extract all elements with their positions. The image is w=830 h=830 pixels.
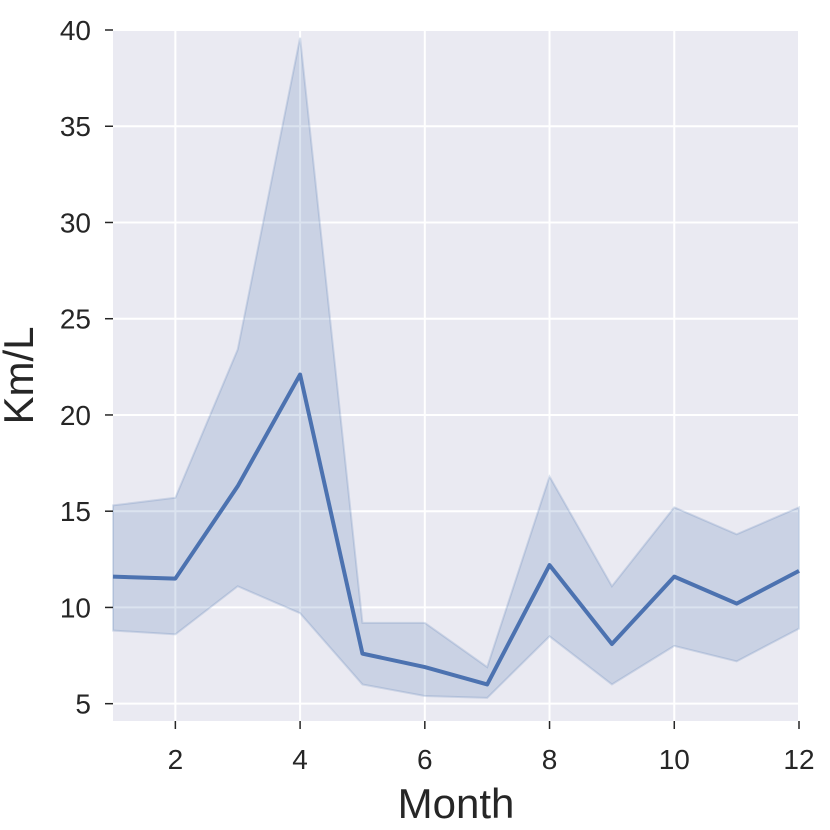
x-tick-label: 12 — [783, 744, 814, 775]
x-axis-label: Month — [398, 780, 515, 827]
x-tick-label: 2 — [168, 744, 184, 775]
y-axis-ticks: 5 10 15 20 25 30 35 40 — [60, 15, 113, 720]
x-axis-ticks: 2 4 6 8 10 12 — [168, 721, 815, 775]
y-tick-label: 15 — [60, 496, 91, 527]
x-tick-label: 8 — [542, 744, 558, 775]
y-tick-label: 35 — [60, 111, 91, 142]
series-line — [112, 372, 800, 687]
y-axis-label: Km/L — [0, 326, 42, 424]
x-tick-label: 4 — [292, 744, 308, 775]
y-tick-label: 20 — [60, 400, 91, 431]
grid-lines — [113, 29, 800, 721]
y-tick-label: 5 — [75, 689, 91, 720]
y-tick-label: 40 — [60, 15, 91, 46]
y-tick-label: 25 — [60, 304, 91, 335]
y-tick-label: 10 — [60, 592, 91, 623]
x-tick-label: 6 — [417, 744, 433, 775]
plot-background — [113, 30, 799, 721]
confidence-band — [112, 37, 800, 699]
y-tick-label: 30 — [60, 207, 91, 238]
x-tick-label: 10 — [659, 744, 690, 775]
